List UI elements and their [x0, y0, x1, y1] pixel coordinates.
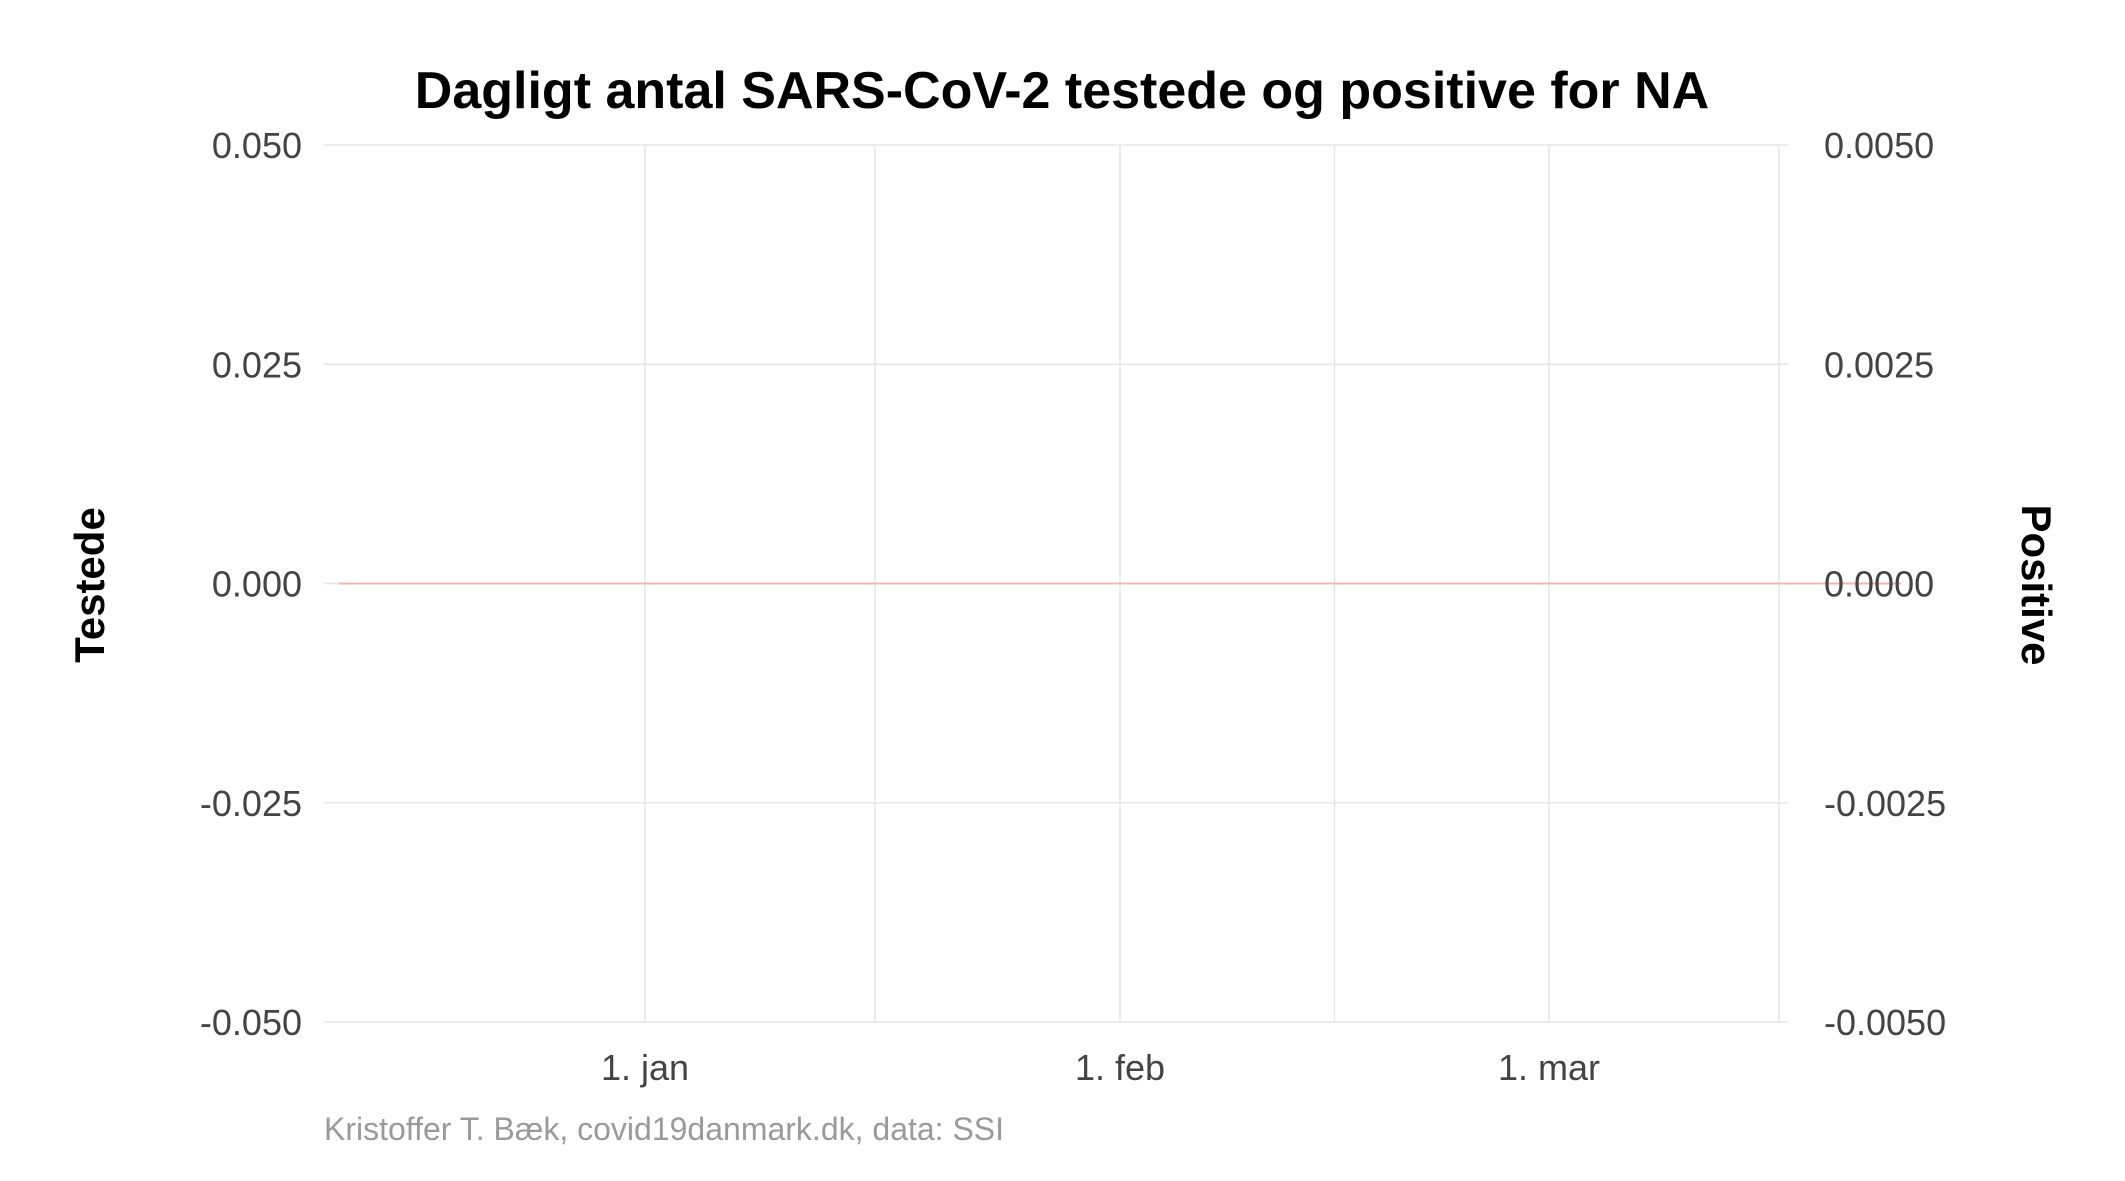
- x-tick-label: 1. feb: [1075, 1047, 1165, 1088]
- left-axis-title: Testede: [66, 507, 113, 663]
- left-tick-label: -0.025: [200, 783, 302, 824]
- right-axis-title: Positive: [2013, 504, 2060, 665]
- x-tick-label: 1. mar: [1498, 1047, 1600, 1088]
- right-tick-label: -0.0025: [1824, 783, 1946, 824]
- left-tick-label: 0.025: [212, 344, 302, 385]
- left-tick-label: 0.000: [212, 564, 302, 605]
- x-axis-ticks: 1. jan 1. feb 1. mar: [601, 1047, 1600, 1088]
- right-tick-label: 0.0050: [1824, 125, 1934, 166]
- x-tick-label: 1. jan: [601, 1047, 689, 1088]
- right-tick-label: -0.0050: [1824, 1002, 1946, 1043]
- chart-title: Dagligt antal SARS-CoV-2 testede og posi…: [415, 62, 1709, 120]
- left-axis-ticks: 0.050 0.025 0.000 -0.025 -0.050: [200, 125, 302, 1043]
- left-tick-label: 0.050: [212, 125, 302, 166]
- right-axis-ticks: 0.0050 0.0025 0.0000 -0.0025 -0.0050: [1824, 125, 1946, 1043]
- right-tick-label: 0.0000: [1824, 564, 1934, 605]
- left-tick-label: -0.050: [200, 1002, 302, 1043]
- chart-caption: Kristoffer T. Bæk, covid19danmark.dk, da…: [324, 1111, 1004, 1147]
- right-tick-label: 0.0025: [1824, 344, 1934, 385]
